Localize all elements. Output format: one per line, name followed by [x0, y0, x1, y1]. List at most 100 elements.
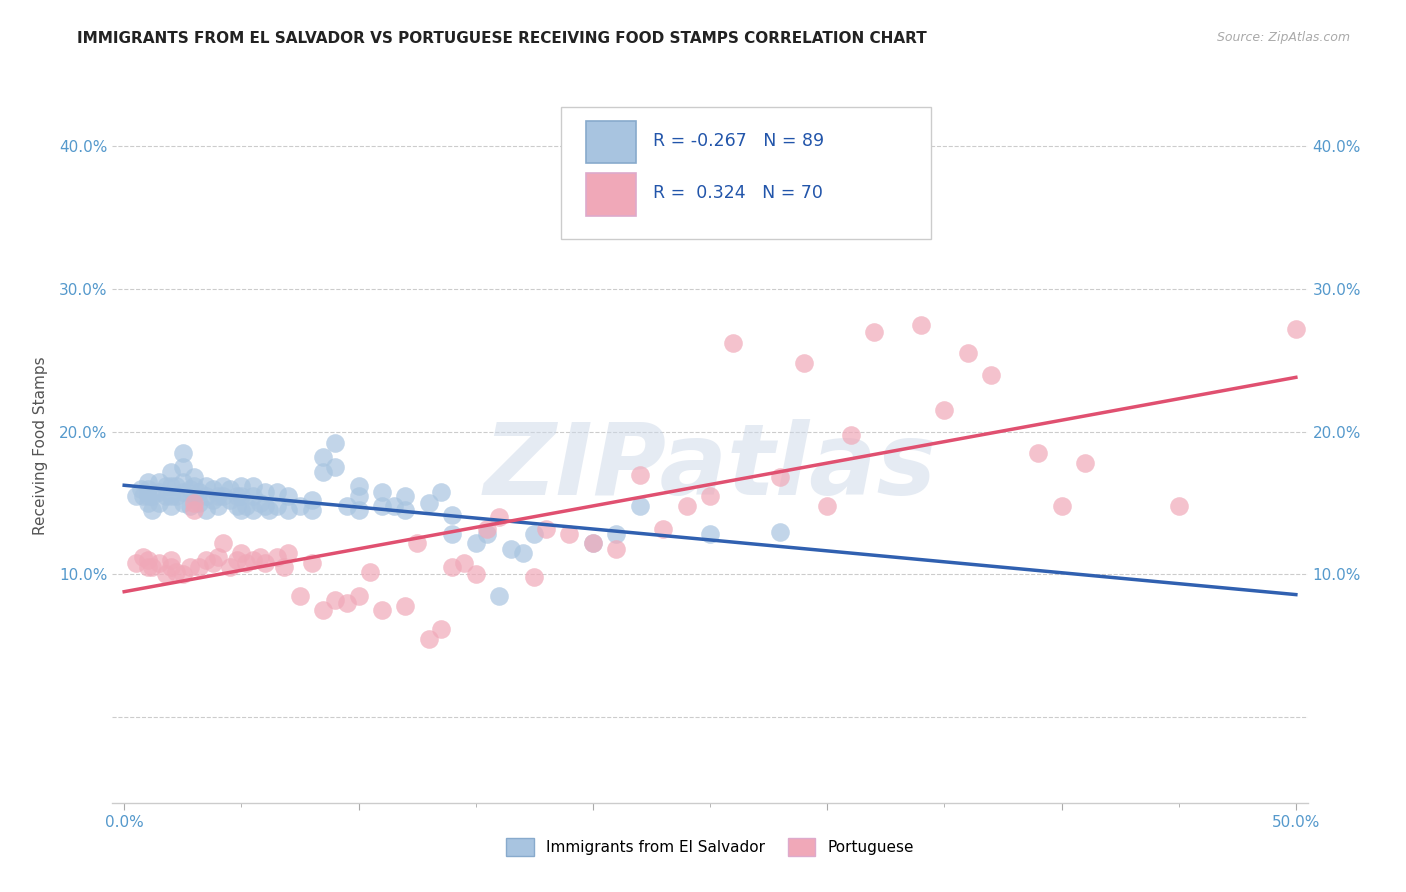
Point [183, 496, 205, 510]
Point [155, 567, 177, 582]
Point [172, 460, 194, 475]
Point [336, 596, 359, 610]
Point [207, 550, 229, 565]
Point [218, 560, 240, 574]
Point [136, 482, 159, 496]
Point [301, 503, 323, 517]
Point [499, 541, 522, 556]
Point [165, 479, 187, 493]
Point [488, 589, 510, 603]
Point [605, 541, 627, 556]
Point [202, 482, 225, 496]
Point [477, 522, 499, 536]
Point [172, 446, 194, 460]
Point [188, 496, 211, 510]
Point [141, 489, 163, 503]
Point [188, 484, 211, 499]
Point [211, 479, 233, 493]
Point [211, 489, 233, 503]
Point [202, 493, 225, 508]
Point [160, 553, 183, 567]
Point [723, 336, 745, 351]
Point [266, 550, 288, 565]
Point [160, 465, 183, 479]
Point [429, 622, 451, 636]
Point [165, 565, 187, 579]
Point [155, 479, 177, 493]
Point [839, 427, 862, 442]
Point [277, 546, 299, 560]
Point [312, 603, 335, 617]
Point [394, 489, 416, 503]
Point [523, 527, 546, 541]
FancyBboxPatch shape [586, 121, 636, 163]
Point [172, 475, 194, 489]
Point [477, 527, 499, 541]
Point [277, 489, 299, 503]
Point [359, 565, 381, 579]
Point [136, 560, 159, 574]
Point [218, 482, 240, 496]
Point [347, 589, 370, 603]
Point [253, 484, 276, 499]
Point [336, 499, 359, 513]
Point [371, 484, 394, 499]
Point [910, 318, 932, 332]
Point [136, 475, 159, 489]
Point [195, 553, 218, 567]
Point [347, 489, 370, 503]
Point [512, 546, 534, 560]
Point [235, 499, 257, 513]
Point [288, 589, 311, 603]
Point [769, 470, 792, 484]
Point [125, 556, 148, 570]
Point [980, 368, 1002, 382]
Point [183, 479, 205, 493]
Point [523, 570, 546, 584]
Point [323, 460, 346, 475]
Legend: Immigrants from El Salvador, Portuguese: Immigrants from El Salvador, Portuguese [506, 838, 914, 855]
Point [312, 450, 335, 465]
Point [172, 567, 194, 582]
Point [148, 475, 170, 489]
Point [582, 536, 605, 550]
Point [441, 508, 464, 522]
Point [699, 489, 721, 503]
Point [1026, 446, 1049, 460]
Point [815, 499, 838, 513]
Point [273, 560, 295, 574]
Text: R = -0.267   N = 89: R = -0.267 N = 89 [652, 132, 824, 150]
Point [253, 499, 276, 513]
Point [172, 496, 194, 510]
Point [125, 489, 148, 503]
Point [259, 503, 281, 517]
Point [183, 503, 205, 517]
Point [253, 556, 276, 570]
Point [266, 499, 288, 513]
Point [242, 553, 264, 567]
Point [464, 567, 486, 582]
Text: R =  0.324   N = 70: R = 0.324 N = 70 [652, 184, 823, 202]
Point [605, 527, 627, 541]
Point [301, 493, 323, 508]
Point [675, 499, 697, 513]
Point [418, 632, 440, 646]
Point [160, 560, 183, 574]
Point [183, 470, 205, 484]
Point [1050, 499, 1073, 513]
Point [394, 599, 416, 613]
Point [769, 524, 792, 539]
FancyBboxPatch shape [586, 173, 636, 216]
Point [235, 556, 257, 570]
Point [202, 556, 225, 570]
Point [441, 527, 464, 541]
Point [136, 553, 159, 567]
Point [172, 484, 194, 499]
Point [1285, 322, 1308, 336]
Point [242, 489, 264, 503]
Point [179, 482, 201, 496]
Point [323, 593, 346, 607]
Point [312, 465, 335, 479]
Point [488, 510, 510, 524]
Point [863, 325, 886, 339]
